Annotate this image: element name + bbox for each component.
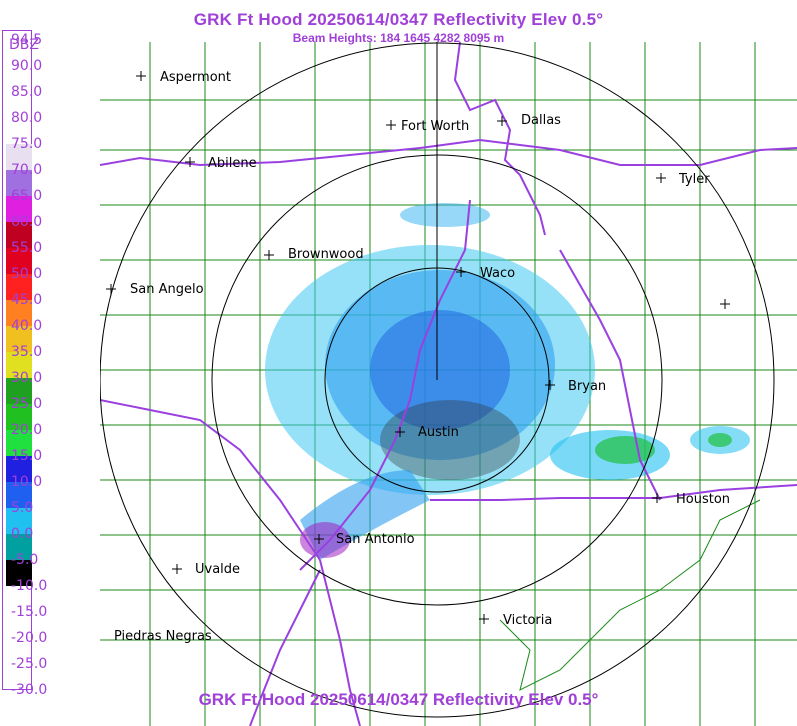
- city-piedras-negras: Piedras Negras: [114, 629, 212, 644]
- color-legend: DBZ 94.5 90.0 85.0 80.0 75.0 70.0 65.0 60.0 55.0…: [2, 30, 47, 697]
- legend-swatch: [6, 482, 32, 508]
- city-uvalde: Uvalde: [195, 562, 240, 577]
- legend-label: 75.0: [11, 136, 43, 152]
- legend-swatch: [6, 378, 32, 404]
- city-aspermont: Aspermont: [160, 70, 231, 85]
- city-bryan: Bryan: [568, 379, 606, 394]
- city-san-antonio: San Antonio: [336, 532, 415, 547]
- city-waco: Waco: [480, 266, 515, 281]
- city-brownwood: Brownwood: [288, 247, 364, 262]
- legend-label: -10.0: [11, 578, 48, 594]
- legend-swatch: [6, 456, 32, 482]
- legend-swatch: [6, 222, 32, 248]
- legend-label: 45.0: [11, 292, 43, 308]
- city-fort-worth: Fort Worth: [401, 119, 469, 134]
- legend-unit: DBZ: [9, 37, 39, 53]
- legend-label: 25.0: [11, 396, 43, 412]
- legend-label: 55.0: [11, 240, 43, 256]
- legend-swatch: [6, 560, 32, 586]
- city-austin: Austin: [418, 425, 459, 440]
- legend-label: 10.0: [11, 474, 43, 490]
- map-title: GRK Ft Hood 20250614/0347 Reflectivity E…: [193, 10, 604, 29]
- legend-swatch: [6, 300, 32, 326]
- legend-label: 60.0: [11, 214, 43, 230]
- legend-swatch: [6, 144, 32, 170]
- legend-label: 20.0: [11, 422, 43, 438]
- beam-heights: Beam Heights: 184 1645 4282 8095 m: [292, 31, 505, 45]
- legend-label: 5.0: [11, 500, 34, 516]
- legend-label: 0.0: [11, 526, 34, 542]
- legend-swatch: [6, 248, 32, 274]
- city-houston: Houston: [676, 492, 730, 507]
- legend-label: 40.0: [11, 318, 43, 334]
- legend-label: 70.0: [11, 162, 43, 178]
- legend-swatch: [6, 404, 32, 430]
- city-markers: [106, 71, 730, 624]
- city-san-angelo: San Angelo: [130, 282, 204, 297]
- legend-label: 35.0: [11, 344, 43, 360]
- city-abilene: Abilene: [208, 156, 257, 171]
- legend-swatch: [6, 430, 32, 456]
- legend-label: 80.0: [11, 110, 43, 126]
- legend-swatch: [6, 196, 32, 222]
- legend-label: 30.0: [11, 370, 43, 386]
- legend-swatch: [6, 170, 32, 196]
- city-tyler: Tyler: [678, 172, 710, 187]
- legend-swatch: [6, 274, 32, 300]
- legend-label: 94.5: [11, 32, 43, 48]
- legend-label: -25.0: [11, 656, 48, 672]
- radar-echo: [265, 203, 750, 560]
- legend-label: -30.0: [11, 682, 48, 698]
- legend-label: 85.0: [11, 84, 43, 100]
- legend-label: 15.0: [11, 448, 43, 464]
- legend-label: -20.0: [11, 630, 48, 646]
- legend-label: 50.0: [11, 266, 43, 282]
- city-labels: Aspermont Fort Worth Dallas Abilene Tyle…: [114, 70, 730, 644]
- city-dallas: Dallas: [521, 113, 561, 128]
- footer-title: GRK Ft Hood 20250614/0347 Reflectivity E…: [198, 690, 599, 709]
- legend-label: -15.0: [11, 604, 48, 620]
- legend-label: 65.0: [11, 188, 43, 204]
- legend-swatch: [6, 534, 32, 560]
- legend-label: -5.0: [11, 552, 39, 568]
- legend-label: 90.0: [11, 58, 43, 74]
- legend-swatch: [6, 352, 32, 378]
- legend-swatch: [6, 326, 32, 352]
- city-victoria: Victoria: [503, 613, 552, 628]
- legend-swatch: [6, 508, 32, 534]
